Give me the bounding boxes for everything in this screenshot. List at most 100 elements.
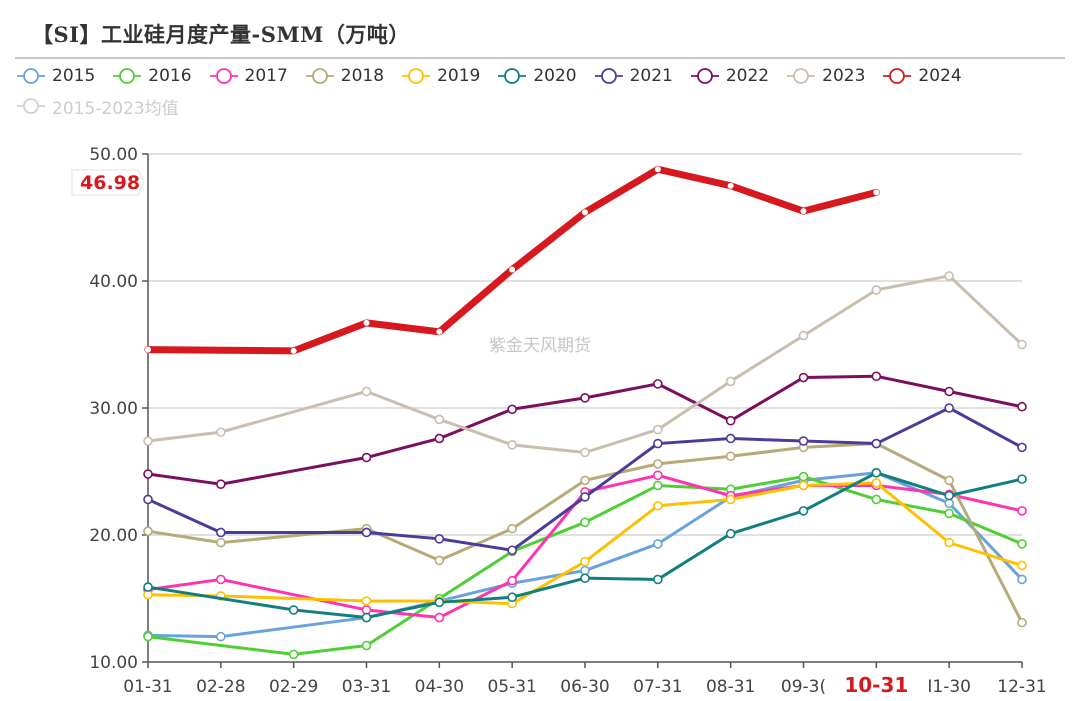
data-point[interactable] bbox=[434, 612, 445, 623]
data-point[interactable] bbox=[1017, 401, 1027, 412]
data-point[interactable] bbox=[216, 479, 226, 490]
data-point[interactable] bbox=[873, 189, 880, 196]
legend-item-2022[interactable]: 2022 bbox=[690, 63, 769, 89]
data-point[interactable] bbox=[434, 555, 445, 566]
data-point[interactable] bbox=[798, 471, 809, 482]
data-point[interactable] bbox=[653, 438, 663, 449]
data-point[interactable] bbox=[580, 565, 590, 576]
data-point[interactable] bbox=[725, 494, 736, 505]
data-point[interactable] bbox=[436, 328, 443, 335]
legend-item-2019[interactable]: 2019 bbox=[401, 63, 480, 89]
data-point[interactable] bbox=[871, 371, 882, 382]
data-point[interactable] bbox=[944, 537, 954, 548]
data-point[interactable] bbox=[871, 478, 882, 488]
data-point[interactable] bbox=[143, 436, 153, 446]
data-point[interactable] bbox=[361, 612, 372, 623]
data-point[interactable] bbox=[798, 330, 809, 341]
data-point[interactable] bbox=[944, 490, 954, 501]
data-point[interactable] bbox=[653, 424, 663, 435]
data-point[interactable] bbox=[725, 415, 736, 426]
data-point[interactable] bbox=[290, 347, 297, 354]
data-point[interactable] bbox=[1017, 442, 1027, 453]
data-point[interactable] bbox=[361, 386, 372, 397]
data-point[interactable] bbox=[725, 451, 736, 462]
data-point[interactable] bbox=[1017, 539, 1027, 549]
data-point[interactable] bbox=[944, 508, 954, 519]
legend-item-2024[interactable]: 2024 bbox=[882, 63, 962, 89]
data-point[interactable] bbox=[654, 166, 661, 173]
data-point[interactable] bbox=[434, 414, 445, 425]
data-point[interactable] bbox=[871, 494, 882, 505]
data-point[interactable] bbox=[580, 556, 590, 567]
data-point[interactable] bbox=[361, 527, 372, 538]
data-point[interactable] bbox=[216, 537, 226, 548]
data-point[interactable] bbox=[507, 545, 517, 556]
data-point[interactable] bbox=[725, 528, 736, 539]
data-point[interactable] bbox=[944, 475, 954, 486]
data-point[interactable] bbox=[143, 469, 153, 479]
data-point[interactable] bbox=[944, 386, 954, 397]
data-point[interactable] bbox=[361, 640, 372, 651]
data-point[interactable] bbox=[216, 527, 226, 538]
data-point[interactable] bbox=[653, 459, 663, 469]
data-point[interactable] bbox=[944, 271, 954, 281]
data-point[interactable] bbox=[725, 433, 736, 444]
data-point[interactable] bbox=[798, 480, 809, 491]
data-point[interactable] bbox=[871, 467, 882, 478]
data-point[interactable] bbox=[361, 605, 372, 615]
data-point[interactable] bbox=[653, 500, 663, 511]
data-point[interactable] bbox=[582, 209, 588, 216]
data-point[interactable] bbox=[871, 438, 882, 449]
data-point[interactable] bbox=[509, 266, 516, 273]
data-point[interactable] bbox=[653, 574, 663, 585]
data-point[interactable] bbox=[798, 436, 809, 446]
legend-item-2016[interactable]: 2016 bbox=[112, 63, 192, 89]
data-point[interactable] bbox=[725, 376, 736, 387]
data-point[interactable] bbox=[143, 526, 153, 536]
data-point[interactable] bbox=[580, 393, 590, 403]
legend-item-2023[interactable]: 2023 bbox=[786, 63, 865, 89]
data-point[interactable] bbox=[871, 285, 882, 295]
data-point[interactable] bbox=[145, 346, 151, 353]
data-point[interactable] bbox=[143, 494, 153, 505]
data-point[interactable] bbox=[1017, 617, 1027, 628]
data-point[interactable] bbox=[507, 440, 517, 450]
data-point[interactable] bbox=[143, 589, 153, 600]
legend-item-2020[interactable]: 2020 bbox=[497, 63, 577, 89]
data-point[interactable] bbox=[800, 208, 807, 215]
data-point[interactable] bbox=[653, 379, 663, 389]
data-point[interactable] bbox=[507, 592, 517, 603]
data-point[interactable] bbox=[363, 319, 370, 326]
data-point[interactable] bbox=[507, 404, 517, 415]
data-point[interactable] bbox=[507, 575, 517, 586]
data-point[interactable] bbox=[361, 452, 372, 463]
data-point[interactable] bbox=[580, 573, 590, 583]
data-point[interactable] bbox=[1017, 474, 1027, 484]
data-point[interactable] bbox=[434, 433, 445, 444]
data-point[interactable] bbox=[507, 523, 517, 534]
data-point[interactable] bbox=[798, 506, 809, 516]
data-point[interactable] bbox=[434, 534, 445, 544]
data-point[interactable] bbox=[798, 372, 809, 383]
data-point[interactable] bbox=[216, 427, 226, 437]
data-point[interactable] bbox=[580, 447, 590, 458]
data-point[interactable] bbox=[580, 517, 590, 528]
data-point[interactable] bbox=[653, 539, 663, 549]
data-point[interactable] bbox=[143, 631, 153, 642]
data-point[interactable] bbox=[216, 631, 226, 642]
data-point[interactable] bbox=[653, 470, 663, 481]
data-point[interactable] bbox=[727, 182, 734, 189]
data-point[interactable] bbox=[1017, 560, 1027, 571]
data-point[interactable] bbox=[580, 492, 590, 502]
data-point[interactable] bbox=[653, 480, 663, 491]
data-point[interactable] bbox=[944, 403, 954, 413]
legend-item-2017[interactable]: 2017 bbox=[209, 63, 288, 89]
data-point[interactable] bbox=[1017, 574, 1027, 585]
data-point[interactable] bbox=[1017, 339, 1027, 350]
legend-item-2021[interactable]: 2021 bbox=[594, 63, 673, 89]
data-point[interactable] bbox=[1017, 506, 1027, 516]
data-point[interactable] bbox=[580, 475, 590, 486]
data-point[interactable] bbox=[216, 574, 226, 585]
legend-item-2015-2023均值[interactable]: 2015-2023均值 bbox=[16, 93, 179, 119]
data-point[interactable] bbox=[361, 596, 372, 606]
